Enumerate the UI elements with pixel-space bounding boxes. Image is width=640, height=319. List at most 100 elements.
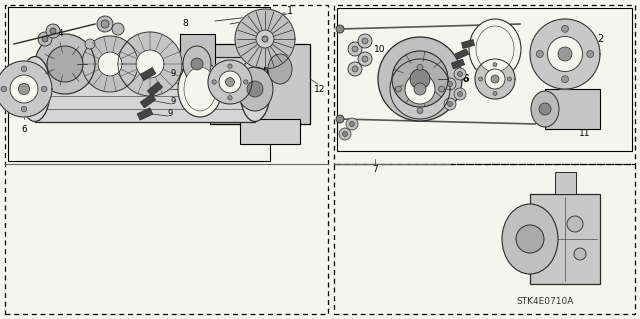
Ellipse shape [458, 92, 463, 97]
Ellipse shape [531, 91, 559, 127]
Ellipse shape [21, 106, 27, 112]
Polygon shape [455, 49, 468, 59]
Ellipse shape [342, 131, 348, 137]
Ellipse shape [21, 66, 27, 72]
Ellipse shape [97, 16, 113, 32]
Ellipse shape [469, 19, 521, 79]
Ellipse shape [10, 75, 38, 103]
Text: 1: 1 [287, 6, 293, 16]
Ellipse shape [444, 98, 456, 110]
Text: 9: 9 [168, 109, 173, 118]
Text: 2: 2 [597, 34, 603, 44]
Text: 11: 11 [579, 130, 591, 138]
Ellipse shape [539, 103, 551, 115]
Polygon shape [240, 119, 300, 144]
Ellipse shape [447, 81, 452, 86]
Ellipse shape [476, 26, 514, 72]
Text: 12: 12 [314, 85, 326, 93]
Ellipse shape [101, 20, 109, 28]
Ellipse shape [336, 25, 344, 33]
Polygon shape [82, 36, 138, 92]
Ellipse shape [378, 37, 462, 121]
Ellipse shape [336, 115, 344, 123]
Ellipse shape [352, 66, 358, 72]
Ellipse shape [228, 96, 232, 100]
Ellipse shape [502, 204, 558, 274]
Ellipse shape [339, 128, 351, 140]
Ellipse shape [485, 69, 505, 89]
Ellipse shape [183, 46, 211, 82]
Text: 5: 5 [262, 66, 268, 76]
Ellipse shape [587, 50, 594, 57]
Ellipse shape [536, 50, 543, 57]
Ellipse shape [228, 64, 232, 68]
Ellipse shape [178, 61, 222, 117]
Polygon shape [395, 64, 445, 94]
Text: 3: 3 [22, 63, 28, 71]
Ellipse shape [19, 83, 29, 95]
Polygon shape [140, 94, 156, 108]
Ellipse shape [479, 77, 483, 81]
Polygon shape [180, 51, 215, 77]
Polygon shape [545, 89, 600, 129]
Ellipse shape [226, 78, 234, 86]
Ellipse shape [414, 83, 426, 95]
Ellipse shape [38, 32, 52, 46]
Ellipse shape [561, 76, 568, 83]
Ellipse shape [237, 67, 273, 111]
Ellipse shape [212, 80, 216, 84]
Ellipse shape [454, 68, 466, 80]
Ellipse shape [405, 74, 435, 104]
Ellipse shape [244, 80, 248, 84]
Ellipse shape [268, 54, 292, 84]
Ellipse shape [348, 62, 362, 76]
Ellipse shape [1, 86, 6, 92]
Polygon shape [35, 56, 255, 122]
Text: 8: 8 [182, 19, 188, 28]
Text: E-6: E-6 [451, 74, 469, 84]
Polygon shape [0, 61, 52, 117]
Ellipse shape [438, 86, 445, 92]
Ellipse shape [85, 39, 95, 49]
Ellipse shape [42, 86, 47, 92]
Ellipse shape [417, 64, 423, 70]
Ellipse shape [358, 52, 372, 66]
Polygon shape [140, 68, 156, 80]
Polygon shape [451, 59, 465, 69]
Ellipse shape [417, 108, 423, 114]
Ellipse shape [392, 51, 448, 107]
Text: 9: 9 [177, 85, 182, 93]
Ellipse shape [508, 77, 511, 81]
Ellipse shape [447, 101, 452, 107]
Ellipse shape [239, 56, 270, 122]
Polygon shape [554, 172, 575, 194]
Ellipse shape [362, 38, 368, 44]
Polygon shape [118, 32, 182, 96]
Ellipse shape [561, 25, 568, 32]
Text: 9: 9 [170, 97, 175, 106]
Polygon shape [235, 9, 295, 69]
Ellipse shape [410, 69, 430, 89]
Ellipse shape [247, 81, 263, 97]
Ellipse shape [493, 63, 497, 67]
Polygon shape [98, 52, 122, 76]
Ellipse shape [42, 36, 48, 42]
Ellipse shape [358, 34, 372, 48]
Ellipse shape [516, 225, 544, 253]
Ellipse shape [362, 56, 368, 62]
Ellipse shape [262, 36, 268, 42]
Polygon shape [390, 59, 450, 119]
Text: 13: 13 [200, 68, 211, 77]
Polygon shape [461, 40, 475, 48]
Polygon shape [137, 108, 153, 120]
Ellipse shape [444, 78, 456, 90]
Ellipse shape [35, 34, 95, 94]
Polygon shape [530, 19, 600, 89]
Polygon shape [210, 44, 310, 124]
Ellipse shape [346, 118, 358, 130]
Ellipse shape [547, 36, 582, 71]
Polygon shape [147, 82, 163, 96]
Ellipse shape [46, 24, 60, 38]
Text: STK4E0710A: STK4E0710A [516, 296, 573, 306]
Ellipse shape [352, 46, 358, 52]
